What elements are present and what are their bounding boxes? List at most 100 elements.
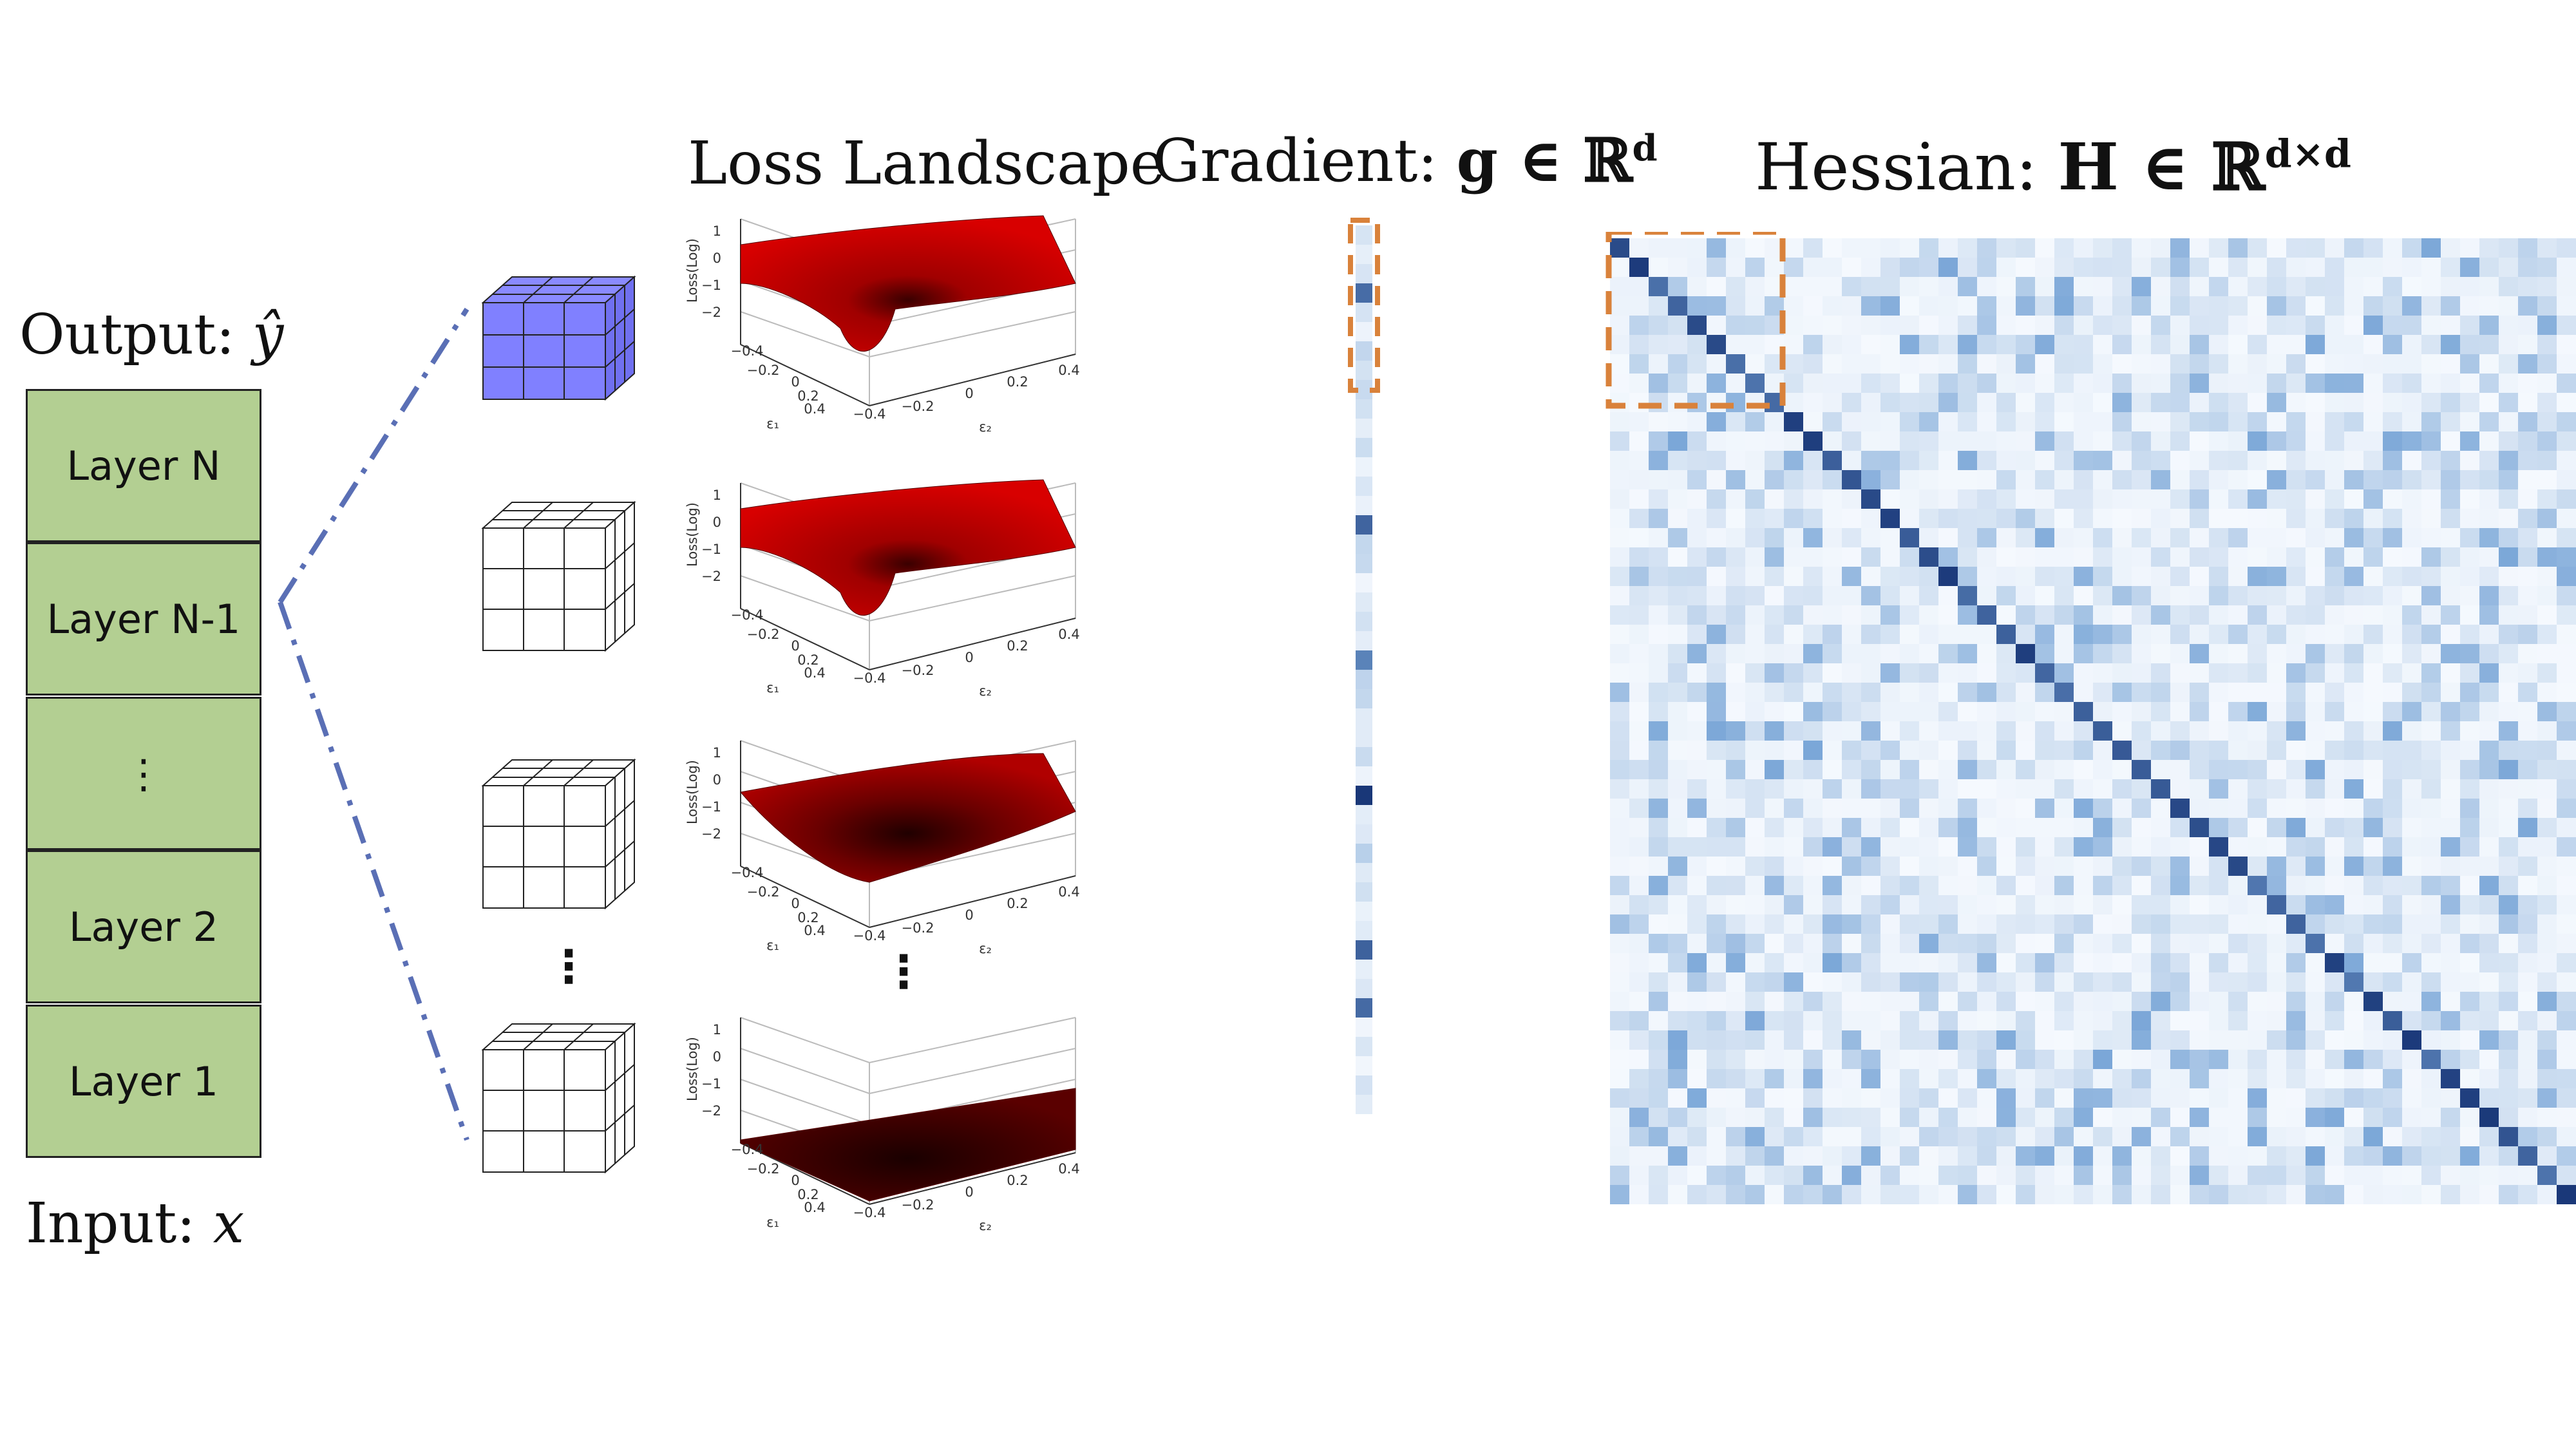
hessian-cell [1668,741,1687,760]
hessian-cell [2112,779,2132,799]
hessian-cell [2112,644,2132,663]
hessian-cell [1629,1030,1649,1050]
hessian-cell [2035,760,2054,779]
hessian-cell [2441,1146,2460,1166]
hessian-cell [1649,1127,1668,1146]
hessian-cell [2479,1069,2499,1088]
hessian-cell [2383,818,2402,837]
hessian-cell [1938,1030,1958,1050]
hessian-cell [1861,316,1880,335]
hessian-cell [2286,586,2306,605]
hessian-cell [2151,1069,2170,1088]
hessian-cell [2016,1011,2035,1030]
hessian-cell [1784,567,1803,586]
hessian-cell [2306,1146,2325,1166]
hessian-cell [2151,779,2170,799]
hessian-cell [1880,895,1900,914]
hessian-cell [1726,258,1745,277]
hessian-cell [1977,277,1996,296]
hessian-cell [1842,1050,1861,1069]
hessian-cell [2306,412,2325,431]
hessian-cell [1784,625,1803,644]
hessian-cell [1687,393,1707,412]
hessian-cell [1687,470,1707,489]
hessian-cell [2441,1108,2460,1127]
hessian-cell [1784,374,1803,393]
e2-tick-2: 0 [965,386,973,401]
hessian-cell [2441,393,2460,412]
hessian-cell [1880,1088,1900,1108]
hessian-cell [2170,1011,2190,1030]
hessian-cell [2402,586,2421,605]
hessian-cell [1668,644,1687,663]
hessian-cell [2190,972,2209,992]
hessian-cell [2537,779,2557,799]
hessian-cell [1880,741,1900,760]
hessian-cell [1803,721,1823,741]
hessian-cell [2132,857,2151,876]
hessian-cell [1958,238,1977,258]
hessian-cell [1610,586,1629,605]
hessian-cell [2209,547,2228,567]
hessian-cell [1996,393,2016,412]
hessian-cell [2441,876,2460,895]
hessian-cell [2441,837,2460,857]
hessian-cell [2557,741,2576,760]
hessian-cell [1707,741,1726,760]
hessian-cell [1919,741,1938,760]
hessian-cell [1803,702,1823,721]
hessian-cell [1668,1166,1687,1185]
hessian-cell [1900,857,1919,876]
hessian-cell [2170,509,2190,528]
hessian-cell [2363,354,2383,374]
hessian-cell [2209,451,2228,470]
hessian-cell [2441,644,2460,663]
output-label: Output: ŷ [19,303,283,367]
hessian-cell [2479,625,2499,644]
hessian-cell [2054,837,2074,857]
hessian-cell [1861,934,1880,953]
hessian-cell [2344,238,2363,258]
hessian-cell [2557,431,2576,451]
cube-2 [481,500,636,652]
hessian-cell [1958,837,1977,857]
hessian-cell [2325,258,2344,277]
hessian-cell [2267,972,2286,992]
hessian-cell [1938,837,1958,857]
hessian-cell [1668,818,1687,837]
hessian-cell [2286,547,2306,567]
hessian-cell [2170,1166,2190,1185]
hessian-cell [2306,567,2325,586]
hessian-cell [2518,1030,2537,1050]
hessian-cell [2363,489,2383,509]
hessian-cell [1861,509,1880,528]
hessian-cell [1745,431,1765,451]
hessian-cell [2151,412,2170,431]
hessian-cell [2344,1011,2363,1030]
hessian-cell [2363,837,2383,857]
hessian-cell [1745,683,1765,702]
hessian-cell [1687,1166,1707,1185]
hessian-cell [2267,741,2286,760]
hessian-cell [2286,1011,2306,1030]
hessian-cell [1610,547,1629,567]
hessian-cell [1861,277,1880,296]
hessian-cell [2016,1088,2035,1108]
hessian-cell [2441,1127,2460,1146]
hessian-cell [2248,837,2267,857]
hessian-cell [2267,470,2286,489]
hessian-cell [1880,528,1900,547]
hessian-cell [2402,393,2421,412]
hessian-cell [2325,972,2344,992]
hessian-cell [1784,489,1803,509]
hessian-cell [1880,857,1900,876]
hessian-cell [1726,876,1745,895]
hessian-cell [1996,1050,2016,1069]
hessian-cell [2132,451,2151,470]
hessian-cell [2518,374,2537,393]
hessian-cell [1629,837,1649,857]
hessian-cell [1726,412,1745,431]
connector-upper [278,307,469,604]
hessian-cell [2093,316,2112,335]
hessian-cell [1707,1146,1726,1166]
